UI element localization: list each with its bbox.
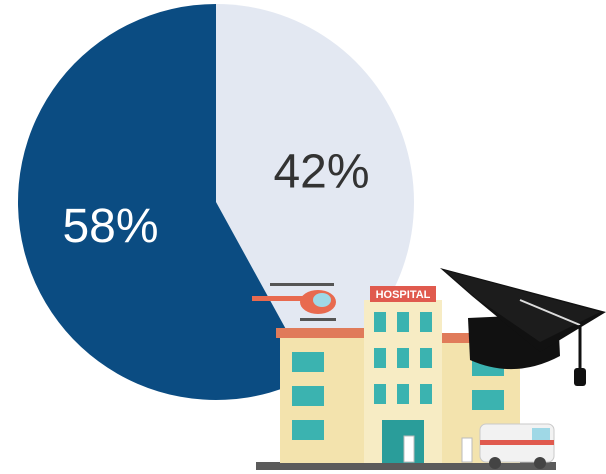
graduation-cap (440, 268, 606, 386)
pie-labels: 42% 58% (62, 146, 369, 253)
pie-slice (216, 4, 415, 376)
hospital-sign: HOSPITAL (376, 289, 431, 301)
pie (18, 4, 415, 401)
value-label: 58% (62, 200, 158, 253)
hospital-illustration: HOSPITAL (252, 283, 556, 470)
pie-slice (18, 4, 312, 401)
value-label: 42% (273, 146, 369, 199)
